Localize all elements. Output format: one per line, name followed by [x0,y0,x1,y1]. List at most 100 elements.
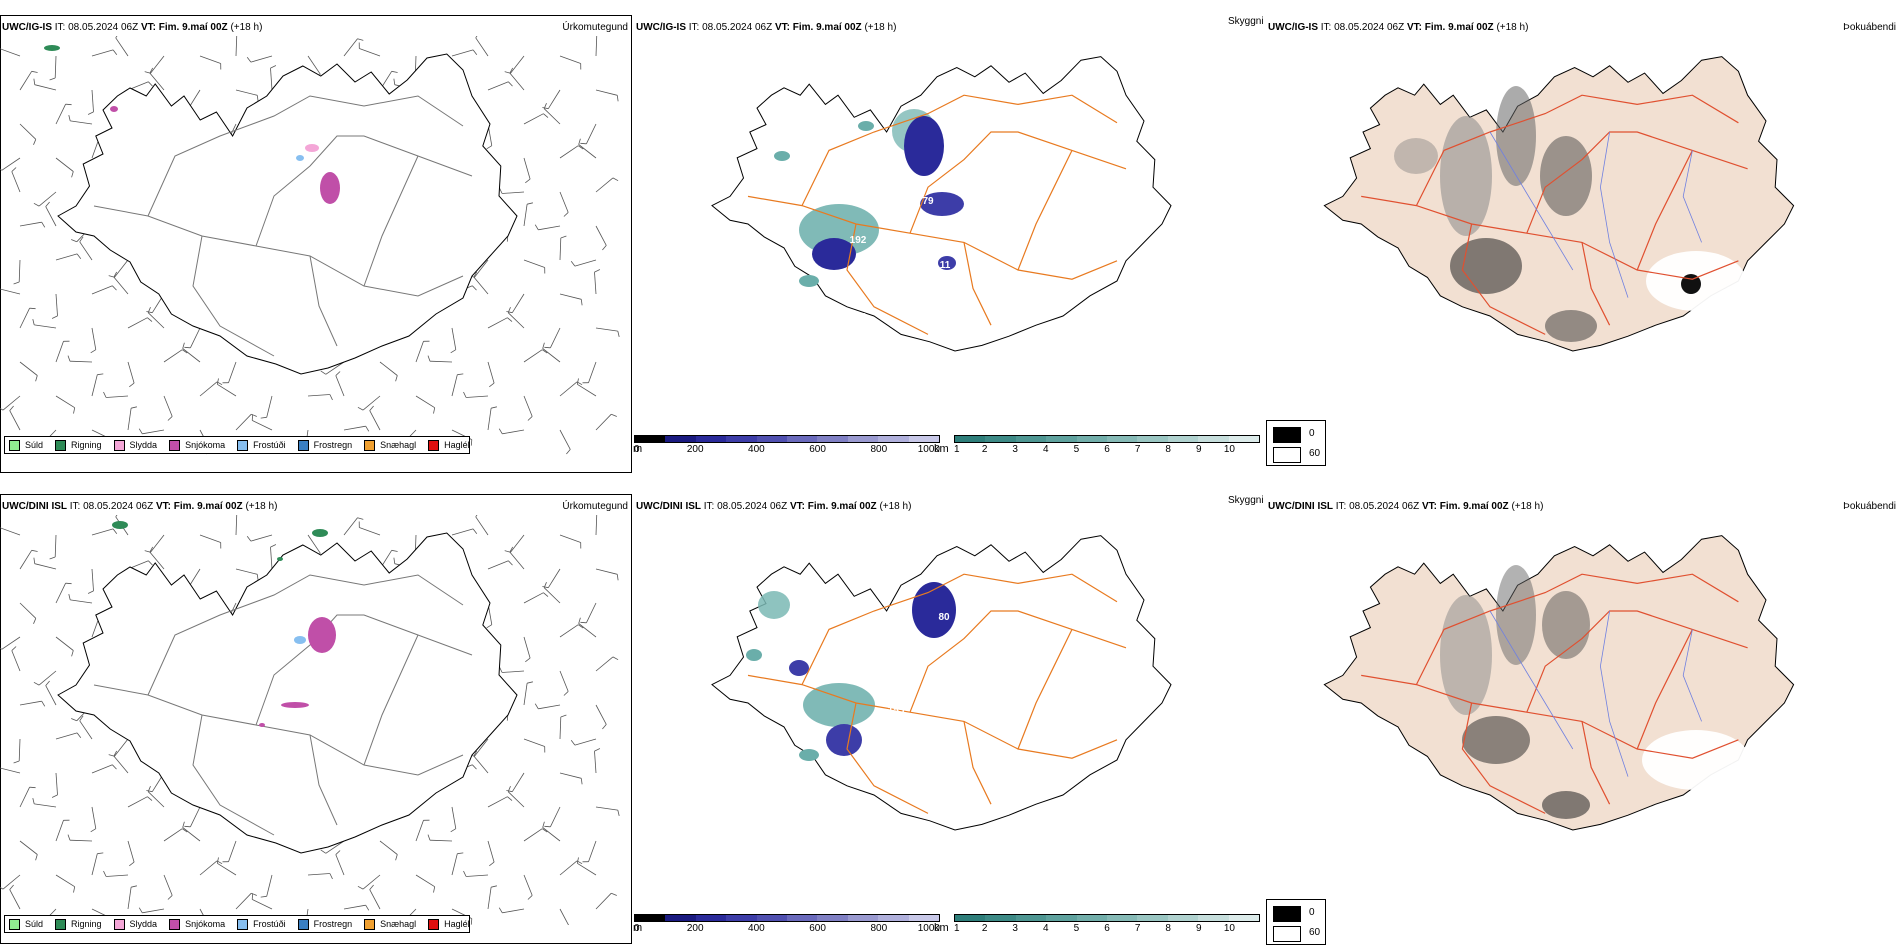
wind-barb [429,360,453,363]
wind-barb-flag [577,624,584,629]
wind-barb-flag [472,49,478,55]
wind-barb [523,683,528,706]
route-line [1361,195,1739,280]
fog-shade [1681,274,1701,294]
precip-frame [0,494,632,944]
wind-barb [542,348,561,363]
wind-barb-flag [612,656,619,661]
visibility-cells [954,435,1260,443]
wind-barb-flag [71,650,74,657]
route-line [1599,610,1629,777]
colorbar-cell [1076,915,1108,921]
colorbar-cell [695,436,727,442]
wind-barb [507,312,525,329]
legend-swatch [9,918,20,930]
wind-barb-flag [491,885,497,888]
wind-barb-flag [181,349,188,354]
wind-barb [502,191,525,194]
colorbar-tick: 5 [1073,923,1080,934]
ceiling-patches [789,582,956,756]
rain-patch [112,521,128,529]
it-label: IT: [1335,501,1347,512]
wind-barb [487,408,492,431]
wind-barb [114,259,129,278]
colorbar-cell [955,915,986,921]
colorbar-cell [955,436,986,442]
route-line [1415,573,1739,685]
colorbar-cell [1046,915,1077,921]
wind-barb [266,395,273,418]
wind-barb-flag [65,103,72,106]
vt-value: Fim. 9.maí 00Z [807,501,877,512]
colorbar-cell [985,436,1016,442]
wind-barb-flag [576,857,579,864]
fog-clear [1642,730,1750,790]
wind-barb-flag [147,307,151,313]
low-visibility-patch [774,151,790,161]
wind-barb-flag [129,861,135,867]
fog-map [1323,56,1795,352]
colorbar-cell [1015,915,1047,921]
wind-barb [307,55,321,75]
wind-barb-flag [395,854,398,861]
fog-shading [1394,86,1746,342]
legend-swatch [169,439,181,451]
wind-barb [235,413,252,431]
rain-patch [312,529,328,537]
wind-barb-flag [543,103,547,109]
wind-barb [19,221,42,227]
route-line [147,95,464,217]
wind-barb [550,327,561,348]
wind-barb-flag [41,700,46,707]
wind-barb-flag [602,245,607,251]
snow-patch [320,172,340,204]
road-network [93,95,473,357]
colorbar-tick: 3 [1012,923,1018,934]
wind-barb [91,528,114,536]
wind-barb [252,899,273,910]
panel-title: UWC/DINI ISL IT: 08.05.2024 06Z VT: Fim.… [1268,501,1543,512]
wind-barb-flag [138,907,143,914]
it-value: 08.05.2024 06Z [717,501,788,512]
vt-label: VT: [1406,22,1422,33]
wind-barb-flag [112,764,117,770]
low-ceiling-patch [789,660,809,676]
wind-barb-flag [457,373,464,376]
wind-barb-flag [76,732,82,738]
wind-barb [0,527,21,536]
wind-barb [1,636,21,650]
wind-barb-flag [563,212,569,217]
wind-barb [523,349,543,363]
route-line [363,634,419,766]
wind-barb [523,592,544,604]
wind-barb-flag [527,416,533,421]
wind-barb [127,840,135,863]
colorbar-cell [1228,915,1260,921]
fog-legend-label-1: 60 [1309,927,1321,938]
wind-barb-flag [369,405,374,411]
vt-value: Fim. 9.maí 00Z [173,501,243,512]
wind-barb [19,308,30,329]
wind-barb-flag [580,299,583,306]
fog-legend-swatch-0 [1273,427,1301,443]
route-line [963,721,992,805]
route-line [1017,150,1073,271]
legend-swatch [169,918,181,930]
wind-barb-flag [542,586,549,589]
wind-barb-flag [499,187,503,194]
colorbar-tick: 9 [1196,923,1202,934]
wind-barb [559,145,579,159]
wind-barb-flag [9,884,14,890]
fog-shade [1462,716,1530,764]
wind-barb-flag [472,764,477,770]
snow-patch [308,617,336,653]
wind-barb-flag [391,70,398,73]
wind-barb-flag [508,81,513,87]
wind-barb-flag [543,582,547,588]
wind-barb [127,361,135,384]
legend-item: Rigning [55,439,102,451]
wind-barb-flag [251,414,254,421]
ceiling-value: 11 [940,260,951,271]
wind-barb-flag [31,549,38,552]
fog-legend-label-1: 60 [1309,448,1321,459]
